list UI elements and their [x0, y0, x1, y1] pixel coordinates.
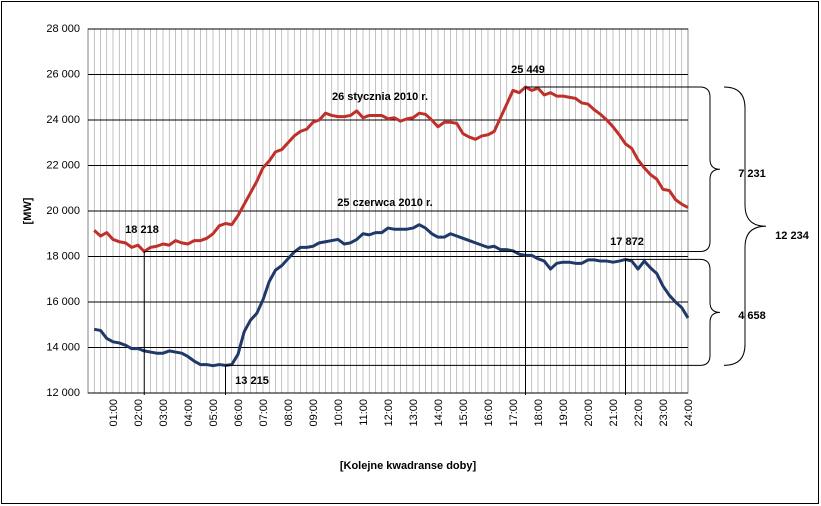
x-tick-label: 08:00: [283, 399, 295, 427]
annotation: 17 872: [610, 236, 644, 248]
x-tick-label: 15:00: [458, 399, 470, 427]
x-tick-label: 19:00: [558, 399, 570, 427]
y-axis-label: [MW]: [22, 197, 34, 224]
x-tick-label: 04:00: [183, 399, 195, 427]
x-tick-label: 24:00: [683, 399, 695, 427]
x-tick-label: 01:00: [108, 399, 120, 427]
y-tick-label: 24 000: [46, 114, 80, 126]
x-tick-label: 10:00: [333, 399, 345, 427]
series-label: 26 stycznia 2010 r.: [332, 91, 428, 103]
x-tick-label: 22:00: [633, 399, 645, 427]
y-tick-label: 18 000: [46, 250, 80, 262]
x-tick-label: 23:00: [658, 399, 670, 427]
x-tick-label: 05:00: [208, 399, 220, 427]
x-tick-label: 16:00: [483, 399, 495, 427]
y-tick-label: 22 000: [46, 159, 80, 171]
x-tick-label: 18:00: [533, 399, 545, 427]
series-line: [93, 85, 689, 254]
annotation: 25 449: [511, 64, 545, 76]
annotation: 7 231: [738, 168, 766, 180]
series-label: 25 czerwca 2010 r.: [337, 197, 432, 209]
x-tick-label: 17:00: [508, 399, 520, 427]
x-tick-label: 20:00: [583, 399, 595, 427]
brace: [699, 258, 721, 366]
y-tick-label: 28 000: [46, 23, 80, 35]
y-tick-label: 16 000: [46, 296, 80, 308]
annotation: 13 215: [235, 375, 269, 387]
annotation: 12 234: [775, 230, 810, 242]
x-tick-label: 03:00: [158, 399, 170, 427]
series-line: [93, 223, 690, 368]
y-tick-label: 26 000: [46, 68, 80, 80]
x-tick-label: 13:00: [408, 399, 420, 427]
x-tick-label: 09:00: [308, 399, 320, 427]
x-tick-label: 21:00: [608, 399, 620, 427]
x-tick-label: 12:00: [383, 399, 395, 427]
y-tick-label: 20 000: [46, 205, 80, 217]
x-axis-label: [Kolejne kwadranse doby]: [340, 460, 477, 472]
x-tick-label: 11:00: [358, 399, 370, 426]
annotation: 4 658: [738, 310, 766, 322]
brace: [723, 86, 767, 366]
x-tick-label: 06:00: [233, 399, 245, 427]
x-tick-label: 07:00: [258, 399, 270, 427]
x-tick-label: 02:00: [133, 399, 145, 427]
y-tick-label: 14 000: [46, 341, 80, 353]
y-tick-label: 12 000: [46, 387, 80, 399]
annotation: 18 218: [125, 224, 159, 236]
x-tick-label: 14:00: [433, 399, 445, 427]
brace: [699, 86, 721, 253]
